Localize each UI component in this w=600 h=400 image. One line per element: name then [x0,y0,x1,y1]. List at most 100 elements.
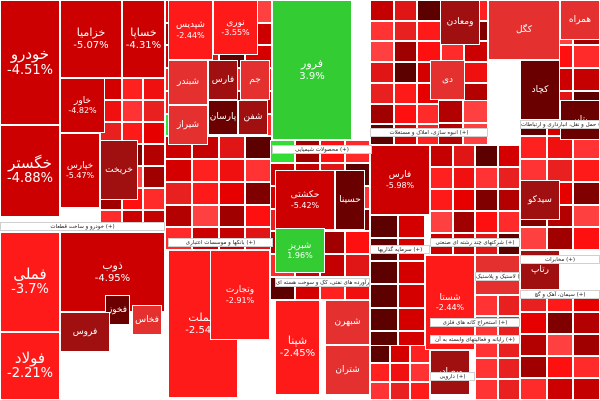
stock-change: -2.91% [225,295,255,305]
stock-tile[interactable]: خساپا -4.31% [122,0,165,78]
filler-tile [573,204,600,228]
stock-tile[interactable]: شفن [238,100,268,135]
stock-change: -4.88% [7,171,53,187]
stock-tile[interactable]: خگستر -4.88% [0,125,60,217]
filler-tile [475,358,498,379]
stock-change: -3.7% [11,282,49,298]
filler-tile [497,358,520,379]
stock-tile[interactable]: شپدیس -2.44% [168,0,213,60]
stock-tile[interactable]: دی [430,60,465,100]
stock-change: -2.45% [279,348,316,360]
stock-change: -5.07% [73,39,109,51]
stock-tile[interactable]: نوری -3.55% [213,0,258,55]
stock-tile[interactable]: همراه [560,0,600,40]
stock-tile[interactable]: شبندر [168,60,208,105]
stock-tile[interactable]: کگل [488,0,560,60]
filler-tile [520,159,547,182]
stock-tile[interactable]: فولاد -2.21% [0,332,60,400]
stock-symbol: سیدکو [528,194,552,205]
stock-tile[interactable]: وتجارت -2.91% [210,250,270,340]
sector-label: حمل و نقل، انبارداری و ارتباطات (+) [520,120,600,129]
stock-symbol: جم [249,74,261,85]
filler-tile [370,363,390,382]
stock-symbol: پتایر [572,115,587,125]
filler-tile [573,159,600,182]
filler-tile [218,181,246,205]
stock-change: -2.21% [7,366,53,382]
filler-tile [520,227,547,250]
filler-tile [165,159,192,182]
filler-tile [475,295,498,316]
sector-label: محصولات شیمیایی (+) [272,145,372,154]
filler-tile [417,0,441,21]
filler-tile [390,363,410,382]
stock-symbol: خودرو [10,45,50,64]
filler-tile [370,261,398,285]
stock-tile[interactable]: فارس -5.98% [370,145,430,215]
stock-tile[interactable]: خریخت [100,140,138,200]
filler-tile [463,100,488,123]
filler-tile [397,261,425,285]
stock-symbol: فخوز [107,304,128,315]
stock-tile[interactable]: شپنا -2.45% [275,300,320,395]
stock-symbol: کچاد [531,84,549,95]
stock-tile[interactable]: فرور 3.9% [272,0,352,140]
stock-tile[interactable]: فملی -3.7% [0,232,60,332]
stock-tile[interactable]: خاور -4.82% [60,78,105,133]
sector-label: مخابرات (+) [520,255,600,264]
filler-tile [218,136,246,160]
stock-tile[interactable]: حسینا [335,170,365,230]
stock-symbol: همراه [568,14,592,25]
filler-tile [345,254,370,278]
filler-tile [546,159,574,182]
filler-tile [546,334,574,356]
filler-tile [475,145,498,167]
filler-tile [370,345,390,364]
filler-tile [573,45,600,69]
filler-tile [191,181,219,205]
stock-tile[interactable]: فروس [60,312,110,352]
stock-symbol: فرور [301,56,323,70]
stock-tile[interactable]: سیدکو [520,180,560,220]
stock-change: -4.95% [94,272,131,284]
filler-tile [370,0,394,21]
filler-tile [475,211,498,233]
stock-tile[interactable]: فخاس [132,305,162,335]
sector-label: بانکها و موسسات اعتباری (+) [168,238,273,247]
stock-tile[interactable]: کچاد [520,60,560,120]
filler-tile [417,20,441,42]
stock-change: -2.44% [176,30,205,40]
stock-tile[interactable]: ومعادن [440,0,480,45]
stock-tile[interactable]: پارسان [208,100,238,135]
stock-tile[interactable]: شیراز [168,105,208,145]
stock-symbol: کگل [515,24,533,35]
filler-tile [370,381,390,400]
stock-tile[interactable]: خزامیا -5.07% [60,0,122,78]
filler-tile [464,62,488,83]
filler-tile [370,82,394,104]
stock-tile[interactable]: شستا -2.44% [425,255,475,350]
filler-tile [410,363,430,382]
filler-tile [520,136,547,160]
filler-tile [218,159,246,182]
stock-tile[interactable]: جم [240,60,270,100]
stock-change: -4.31% [125,39,162,51]
stock-tile[interactable]: شبهرن [325,300,370,345]
filler-tile [546,378,574,400]
filler-tile [218,204,246,228]
stock-tile[interactable]: شتران [325,345,370,395]
filler-tile [475,189,498,211]
filler-tile [430,167,453,189]
stock-change: -3.55% [221,28,250,38]
stock-symbol: شیراز [176,119,200,130]
filler-tile [520,334,547,356]
filler-tile [573,378,600,400]
stock-symbol: شبندر [176,77,200,88]
stock-tile[interactable]: خپارس -5.47% [60,133,100,208]
stock-tile[interactable]: فارس [208,60,238,100]
filler-tile [345,231,370,255]
stock-tile[interactable]: خودرو -4.51% [0,0,60,125]
stock-tile[interactable]: شبریز 1.96% [275,228,325,273]
filler-tile [121,100,144,122]
stock-tile[interactable]: حکشتی -5.42% [275,170,335,230]
